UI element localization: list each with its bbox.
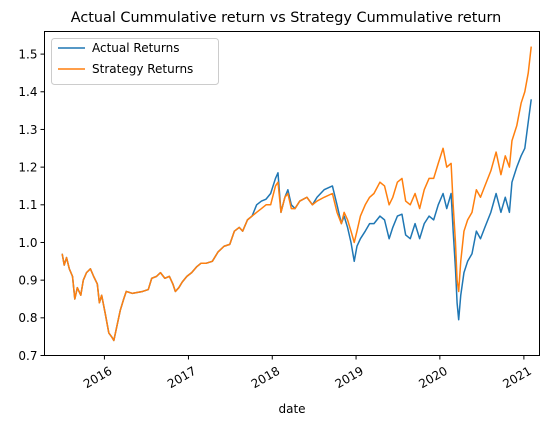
x-tick-label: 2020 [416,364,449,391]
y-axis: 0.7 0.8 0.9 1.0 1.1 1.2 1.3 1.4 1.5 [18,47,45,363]
y-tick-label: 1.0 [18,236,37,250]
series-line-actual-returns [61,99,532,342]
legend-box [51,38,219,85]
y-tick-label: 1.1 [18,198,37,212]
y-tick-label: 0.8 [18,311,37,325]
y-tick-label: 0.7 [18,349,37,363]
x-tick-label: 2016 [81,364,114,391]
x-tick-label: 2021 [500,364,533,391]
x-axis-label: date [278,402,305,416]
series-layer [61,46,532,342]
series-line-strategy-returns [61,46,532,342]
legend-label-actual-returns: Actual Returns [92,41,179,55]
y-tick-label: 1.2 [18,160,37,174]
legend: Actual Returns Strategy Returns [51,38,219,85]
y-tick-label: 1.5 [18,47,37,61]
legend-label-strategy-returns: Strategy Returns [92,62,193,76]
x-tick-label: 2017 [165,364,198,391]
chart-title: Actual Cummulative return vs Strategy Cu… [71,10,502,26]
x-axis: 2016 2017 2018 2019 2020 2021 [81,355,534,391]
plot-frame [44,31,540,356]
x-tick-label: 2018 [249,364,282,391]
x-tick-label: 2019 [333,364,366,391]
y-tick-label: 0.9 [18,273,37,287]
y-tick-label: 1.4 [18,85,37,99]
y-tick-label: 1.3 [18,123,37,137]
